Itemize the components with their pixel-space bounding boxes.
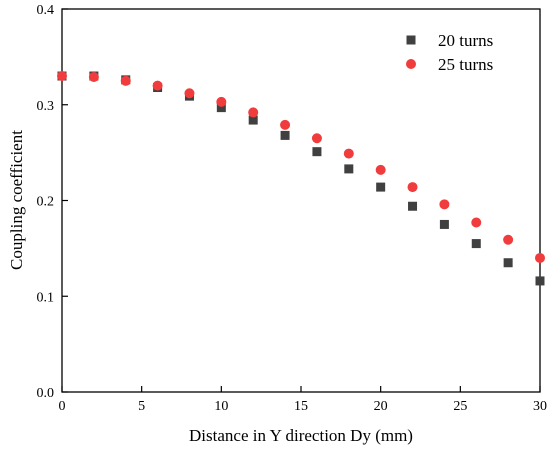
y-tick-label: 0.0	[37, 386, 55, 401]
data-point-square	[376, 182, 386, 192]
data-point-circle	[535, 252, 545, 263]
data-point-circle	[503, 234, 514, 245]
y-tick-label: 0.4	[37, 3, 55, 18]
legend-label: 25 turns	[438, 55, 493, 74]
y-tick-label: 0.2	[37, 195, 55, 210]
series-1	[57, 71, 545, 286]
x-tick-label: 30	[533, 399, 547, 414]
data-point-circle	[407, 182, 418, 193]
x-tick-label: 0	[59, 399, 66, 414]
data-marks	[57, 71, 545, 286]
data-point-circle	[248, 107, 259, 118]
data-point-square	[535, 276, 545, 286]
legend-label: 20 turns	[438, 31, 493, 50]
x-tick-label: 20	[374, 399, 388, 414]
y-axis-label: Coupling coefficient	[7, 130, 26, 270]
data-point-circle	[471, 217, 482, 228]
data-point-circle	[216, 96, 227, 107]
data-point-square	[280, 130, 290, 140]
legend-marker-circle	[406, 59, 416, 69]
x-tick-label: 25	[453, 399, 467, 414]
x-tick-label: 10	[214, 399, 228, 414]
series-2	[57, 71, 545, 263]
x-tick-label: 5	[138, 399, 145, 414]
axis-ticks: 0 5 10 15 20 25 30 0.0 0.1 0.2 0.3 0.4	[37, 3, 548, 414]
data-point-square	[503, 258, 513, 268]
data-point-circle	[152, 80, 163, 91]
data-point-square	[344, 164, 354, 174]
data-point-square	[439, 219, 449, 229]
data-point-circle	[120, 75, 131, 86]
x-tick-label: 15	[294, 399, 308, 414]
y-tick-label: 0.1	[37, 290, 55, 305]
data-point-circle	[375, 164, 386, 175]
data-point-circle	[439, 199, 450, 210]
legend: 20 turns 25 turns	[406, 31, 493, 74]
data-point-square	[312, 147, 322, 157]
data-point-circle	[57, 71, 67, 82]
legend-marker-square	[406, 35, 416, 45]
data-point-square	[471, 239, 481, 249]
data-point-square	[408, 201, 418, 211]
x-axis-label: Distance in Y direction Dy (mm)	[189, 426, 413, 445]
data-point-square	[248, 115, 258, 125]
data-point-circle	[280, 119, 291, 130]
data-point-circle	[343, 148, 354, 159]
data-point-circle	[88, 71, 99, 82]
data-point-circle	[311, 133, 322, 144]
data-point-square	[216, 103, 226, 113]
y-tick-label: 0.3	[37, 99, 55, 114]
data-point-circle	[184, 88, 195, 99]
